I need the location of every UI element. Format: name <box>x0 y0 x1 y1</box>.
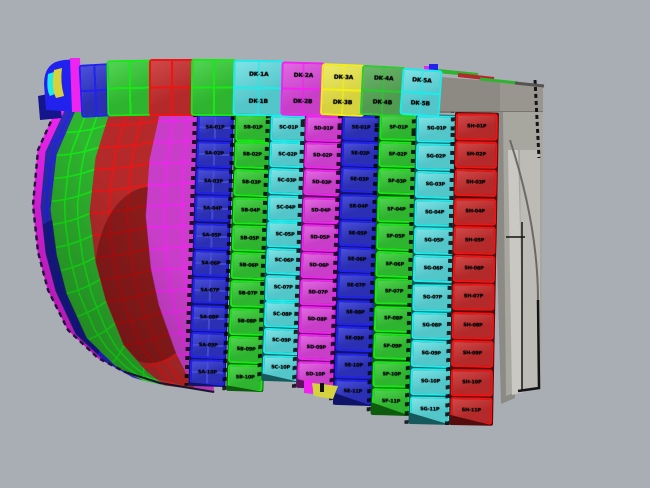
transom-highlight <box>508 150 524 395</box>
transom-curve-seam <box>509 139 539 301</box>
hull-outer-edge-dashes <box>31 96 126 374</box>
stern-box-face-right[interactable] <box>500 81 543 113</box>
bow-plate-yellow[interactable] <box>52 68 64 98</box>
edge-dashes <box>533 79 541 159</box>
hull-shading <box>33 97 214 392</box>
edge-plate-blue[interactable] <box>429 64 438 71</box>
hull-bottom-edge <box>124 371 215 393</box>
panel-frame <box>517 299 541 393</box>
sliver-yellow[interactable] <box>312 383 338 399</box>
edge-plate-green2[interactable] <box>479 77 519 85</box>
sliver-magenta-tab[interactable] <box>304 380 313 394</box>
transom-panel[interactable] <box>520 150 540 390</box>
sliver-mark <box>320 383 324 392</box>
edge-plate-gray <box>514 81 545 88</box>
edge-plate-red[interactable] <box>457 73 495 81</box>
edge-plate-green[interactable] <box>437 69 479 77</box>
deck-edge-strip <box>424 64 545 88</box>
bow-wedge-cluster <box>38 58 82 120</box>
